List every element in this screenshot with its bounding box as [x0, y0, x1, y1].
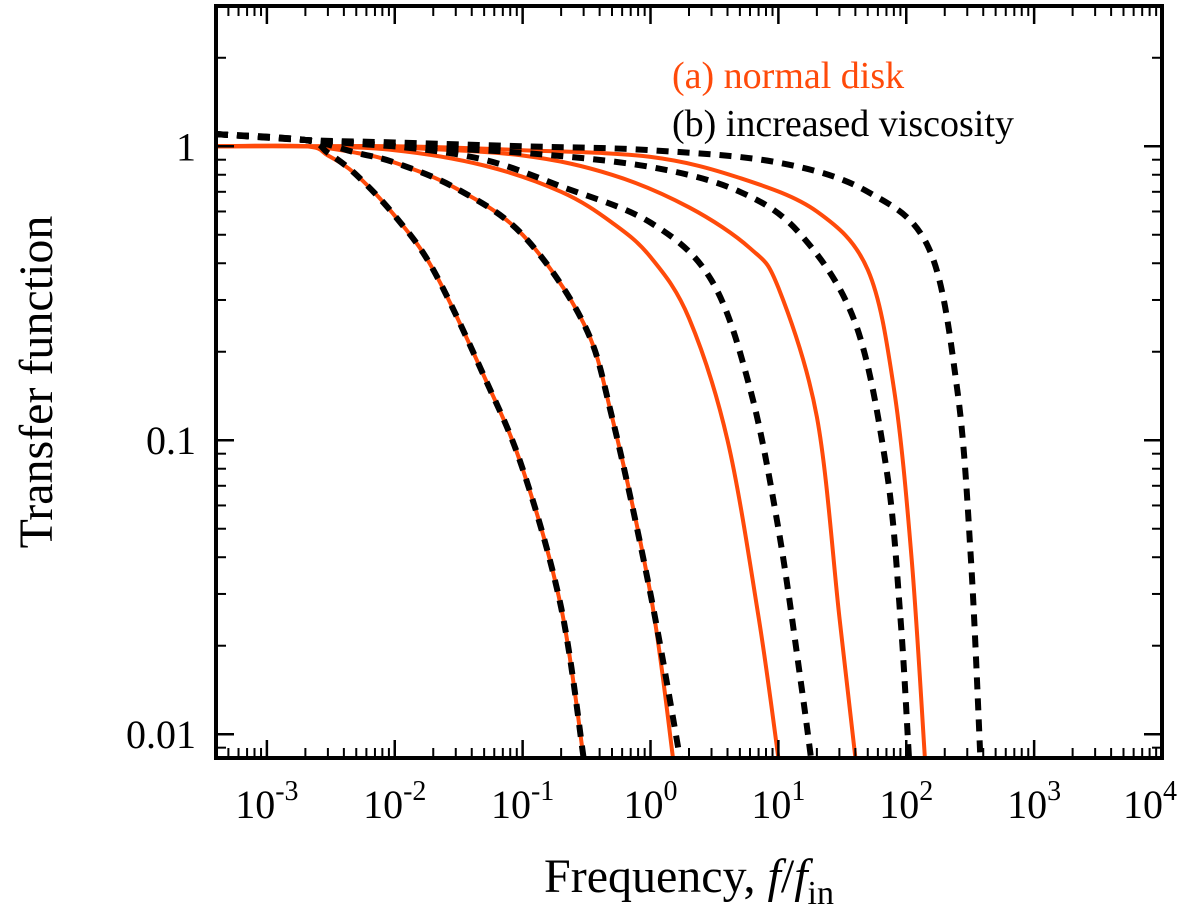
labels-layer: 10-3 10-2 10-1 100 101 102 103 104 0.01 0.1 1 — [126, 124, 1177, 827]
x-axis-label-slash: / — [781, 850, 795, 903]
x-tick-label: 104 — [1123, 776, 1177, 827]
normal-disk-curve — [215, 144, 858, 759]
legend: (a) normal disk (b) increased viscosity — [672, 55, 1014, 145]
y-tick-label: 0.01 — [126, 712, 196, 757]
legend-entry-increased-viscosity: (b) increased viscosity — [672, 103, 1014, 145]
x-tick-label: 101 — [751, 776, 805, 827]
y-tick-label: 0.1 — [146, 418, 196, 463]
x-tick-label: 102 — [879, 776, 933, 827]
normal-disk-curve — [215, 143, 781, 759]
x-tick-label: 10-3 — [235, 776, 298, 827]
increased-viscosity-curve — [215, 131, 984, 759]
ticks-layer — [216, 6, 1164, 758]
x-axis-label-subscript: in — [808, 875, 834, 912]
y-axis-label: Transfer function — [10, 216, 63, 549]
x-axis-label-prefix: Frequency, — [544, 850, 767, 903]
increased-viscosity-curve — [215, 131, 683, 759]
increased-viscosity-curve — [215, 131, 587, 759]
x-axis-label: Frequency, f/fin — [544, 850, 834, 912]
increased-viscosity-curve — [215, 131, 814, 759]
x-tick-label: 103 — [1007, 776, 1061, 827]
normal-disk-curve — [215, 143, 586, 759]
normal-disk-curve — [215, 143, 675, 759]
legend-entry-normal-disk: (a) normal disk — [672, 55, 904, 97]
x-tick-label: 10-2 — [363, 776, 426, 827]
series-layer — [215, 131, 984, 759]
x-tick-label: 100 — [624, 776, 678, 827]
x-tick-label: 10-1 — [491, 776, 554, 827]
y-tick-label: 1 — [176, 124, 196, 169]
increased-viscosity-curve — [215, 131, 912, 759]
